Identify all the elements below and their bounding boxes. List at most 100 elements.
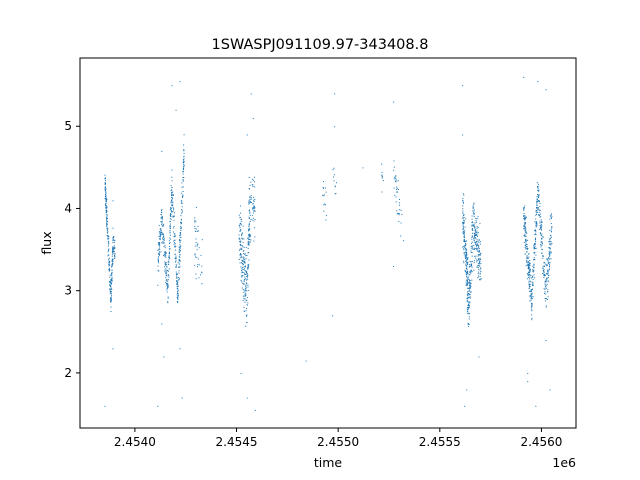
data-point [173,240,175,242]
data-point [393,266,395,268]
data-point [240,248,242,250]
data-point [382,180,384,182]
data-point [475,231,477,233]
data-point [399,209,401,211]
data-point [525,217,527,219]
data-point [479,241,481,243]
data-point [243,283,245,285]
data-point [524,218,526,220]
data-point [106,200,108,202]
data-point [546,271,548,273]
data-point [546,299,548,300]
data-point [523,222,525,224]
data-point [535,405,537,407]
data-point [177,277,179,279]
data-point [106,218,108,220]
data-point [464,248,466,250]
data-point [525,247,527,249]
data-point [397,180,399,182]
data-point [479,257,481,259]
data-point [529,268,531,270]
data-point [167,283,169,285]
data-point [467,278,469,280]
data-point [463,262,465,264]
data-point [466,257,468,259]
data-point [533,259,535,261]
data-point [106,215,108,217]
data-point [467,287,469,289]
data-point [198,247,200,249]
data-point [159,245,161,247]
data-point [544,273,546,275]
data-point [523,208,525,210]
data-point [323,210,325,212]
data-point [401,214,403,216]
data-point [180,221,182,223]
data-point [239,230,241,232]
data-point [158,243,160,245]
data-point [473,235,475,237]
data-point [245,293,247,295]
data-point [462,231,464,233]
x-tick-label: 2.4560 [520,435,562,449]
data-point [108,270,110,272]
data-point [463,260,465,262]
data-point [240,229,242,231]
data-point [252,184,254,186]
data-point [248,243,250,245]
data-point [539,211,541,213]
data-point [246,322,248,324]
data-point [549,238,551,240]
data-point [396,186,398,188]
data-point [541,238,543,240]
data-point [111,282,113,284]
data-point [524,230,526,232]
data-point [248,203,250,205]
data-point [474,234,476,236]
data-point [470,282,472,284]
data-point [465,244,467,246]
data-point [469,264,471,266]
data-point [242,300,244,302]
data-point [107,240,109,242]
data-point [465,255,467,257]
data-point [170,207,172,209]
data-point [536,200,538,202]
data-point [107,228,109,230]
data-point [168,274,170,276]
data-point [325,204,327,206]
data-point [475,234,477,236]
data-point [106,223,108,225]
data-point [245,290,247,292]
data-point [178,249,180,251]
data-point [254,219,256,220]
data-point [194,217,196,219]
data-point [249,220,251,222]
data-point [534,252,536,254]
data-point [164,244,166,246]
data-point [541,237,543,239]
data-point [549,258,551,260]
data-point [544,262,546,264]
data-point [166,269,168,271]
data-point [465,263,467,265]
data-point [157,260,159,262]
data-point [104,180,106,182]
data-point [462,222,464,224]
data-point [110,311,112,313]
data-point [545,306,547,308]
data-point [524,205,526,207]
data-point [241,272,243,274]
data-point [480,278,482,280]
data-point [526,278,528,280]
data-point [157,248,159,250]
data-point [479,254,481,256]
data-point [543,265,545,267]
data-point [250,239,252,241]
data-point [241,268,243,270]
data-point [477,273,479,275]
data-point [162,239,164,241]
data-point [550,250,552,252]
data-point [182,186,184,188]
